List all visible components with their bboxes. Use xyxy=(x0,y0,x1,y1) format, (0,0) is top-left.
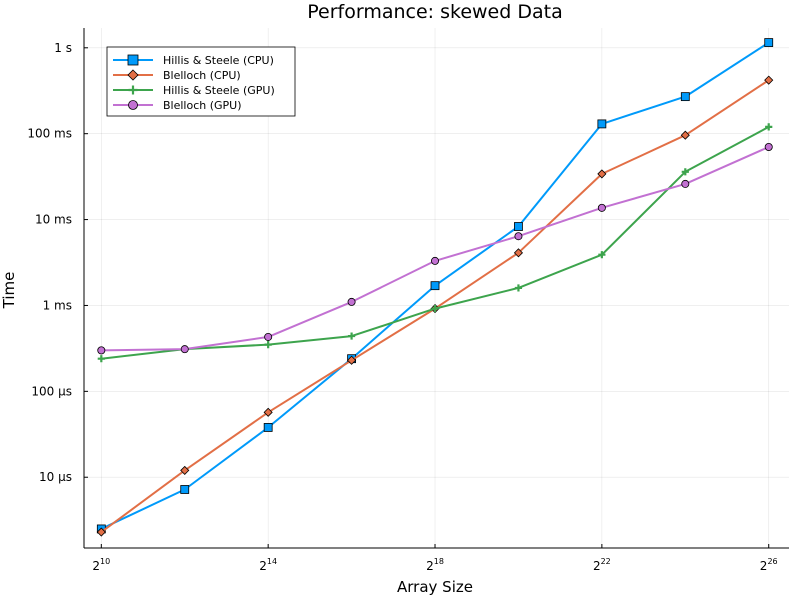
x-tick-label: 222 xyxy=(593,557,611,573)
data-point xyxy=(264,341,272,349)
y-tick-label: 1 s xyxy=(54,41,72,55)
data-point xyxy=(764,142,773,151)
data-point xyxy=(96,527,106,537)
data-point xyxy=(514,232,523,241)
data-point xyxy=(180,485,190,494)
legend: Hillis & Steele (CPU) Blelloch (CPU) Hilli… xyxy=(106,46,296,117)
y-axis-label: Time xyxy=(0,272,18,310)
legend-marker xyxy=(128,100,138,110)
data-point xyxy=(597,203,606,212)
data-point xyxy=(514,284,523,292)
data-point xyxy=(680,92,690,102)
data-point xyxy=(263,423,273,432)
legend-entry: Blelloch (GPU) xyxy=(113,99,242,112)
data-point xyxy=(264,332,273,341)
data-point xyxy=(431,304,439,313)
data-point xyxy=(598,251,606,259)
data-point xyxy=(514,222,523,231)
x-axis-ticks: 210 214 218 222 226 xyxy=(92,544,778,573)
legend-label: Hillis & Steele (GPU) xyxy=(163,84,275,97)
y-tick-label: 100 µs xyxy=(31,384,72,398)
y-axis-ticks: 10 µs 100 µs 1 ms 10 ms 100 ms 1 s xyxy=(27,41,88,484)
axes xyxy=(83,28,789,549)
data-point xyxy=(681,179,690,188)
data-point xyxy=(765,123,773,131)
data-point xyxy=(263,407,273,417)
legend-entry: Hillis & Steele (GPU) xyxy=(113,84,275,97)
legend-label: Hillis & Steele (CPU) xyxy=(163,54,274,67)
data-point xyxy=(681,168,689,176)
x-tick-label: 226 xyxy=(760,557,778,573)
data-point xyxy=(680,130,690,140)
data-point xyxy=(430,281,440,291)
chart-title: Performance: skewed Data xyxy=(307,1,562,23)
data-point xyxy=(764,38,774,47)
data-point xyxy=(97,346,106,355)
y-tick-label: 10 µs xyxy=(39,470,72,484)
data-point xyxy=(764,75,774,85)
data-point xyxy=(180,465,190,476)
data-point xyxy=(97,355,105,363)
y-tick-label: 1 ms xyxy=(43,298,72,312)
legend-marker xyxy=(128,85,138,95)
data-point xyxy=(597,169,607,179)
data-point xyxy=(180,345,189,354)
x-tick-label: 210 xyxy=(92,557,110,573)
data-point xyxy=(597,119,607,129)
data-point xyxy=(431,256,440,265)
x-tick-label: 218 xyxy=(426,557,444,573)
legend-entry: Blelloch (CPU) xyxy=(113,69,241,82)
y-tick-label: 100 ms xyxy=(27,127,72,141)
legend-label: Blelloch (CPU) xyxy=(163,69,241,82)
legend-label: Blelloch (GPU) xyxy=(163,99,242,112)
legend-marker xyxy=(127,54,139,66)
series-4 xyxy=(97,142,773,355)
data-point xyxy=(513,248,524,258)
x-axis-label: Array Size xyxy=(397,578,473,596)
y-tick-label: 10 ms xyxy=(35,213,72,227)
x-tick-label: 214 xyxy=(259,557,277,573)
legend-entry: Hillis & Steele (CPU) xyxy=(113,54,274,67)
data-point xyxy=(347,297,356,306)
data-point xyxy=(347,355,357,365)
series-layer xyxy=(96,38,774,537)
legend-marker xyxy=(127,69,139,81)
data-point xyxy=(347,332,356,340)
